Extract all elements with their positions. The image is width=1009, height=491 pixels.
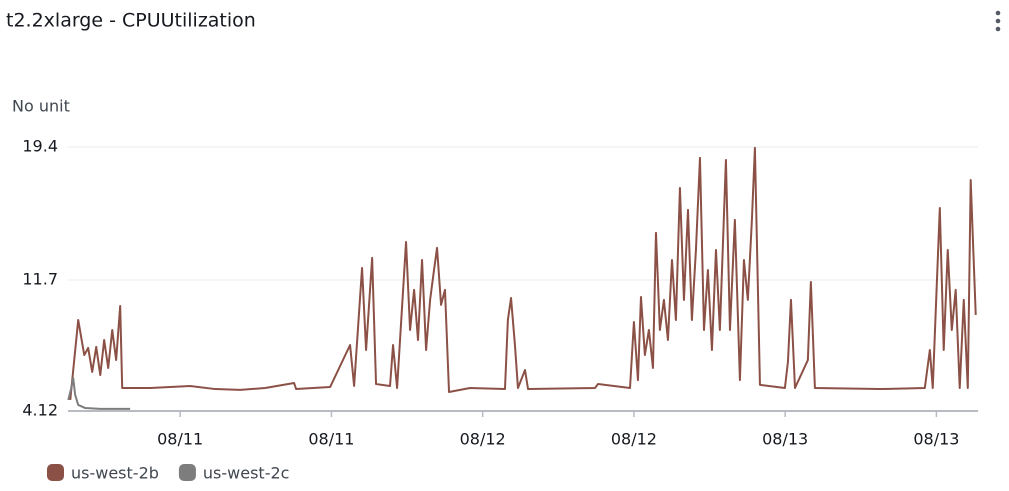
x-tick-label: 08/13 [762,430,808,449]
legend-item[interactable]: us-west-2c [178,464,290,483]
legend-item[interactable]: us-west-2b [47,464,159,483]
legend-label: us-west-2c [203,464,290,483]
x-tick-label: 08/12 [611,430,657,449]
y-tick-label: 19.4 [22,137,58,156]
legend-swatch [178,464,196,481]
x-tick-label: 08/11 [157,430,203,449]
legend-label: us-west-2b [71,464,159,483]
y-tick-label: 4.12 [22,401,58,420]
menu-button[interactable] [995,10,1001,32]
y-tick-label: 11.7 [22,270,58,289]
x-tick-label: 08/11 [308,430,354,449]
x-tick-label: 08/12 [460,430,506,449]
data-line [69,146,977,401]
chart-title: t2.2xlarge - CPUUtilization [6,10,256,32]
x-tick-label: 08/13 [913,430,959,449]
legend-swatch [47,464,64,481]
y-axis-label: No unit [12,97,70,116]
data-line [67,377,131,410]
